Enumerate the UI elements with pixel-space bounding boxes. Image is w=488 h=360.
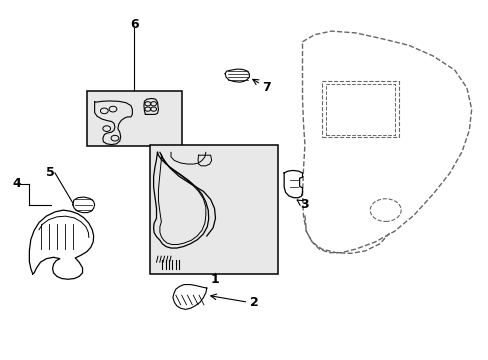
Text: 1: 1 [210,274,219,287]
Text: 2: 2 [250,296,259,309]
Text: 7: 7 [262,81,270,94]
Bar [150,145,278,274]
Text: 6: 6 [130,18,138,31]
Text: 3: 3 [300,198,308,211]
Bar [87,91,181,146]
Text: 5: 5 [46,166,55,179]
Text: 4: 4 [12,177,20,190]
